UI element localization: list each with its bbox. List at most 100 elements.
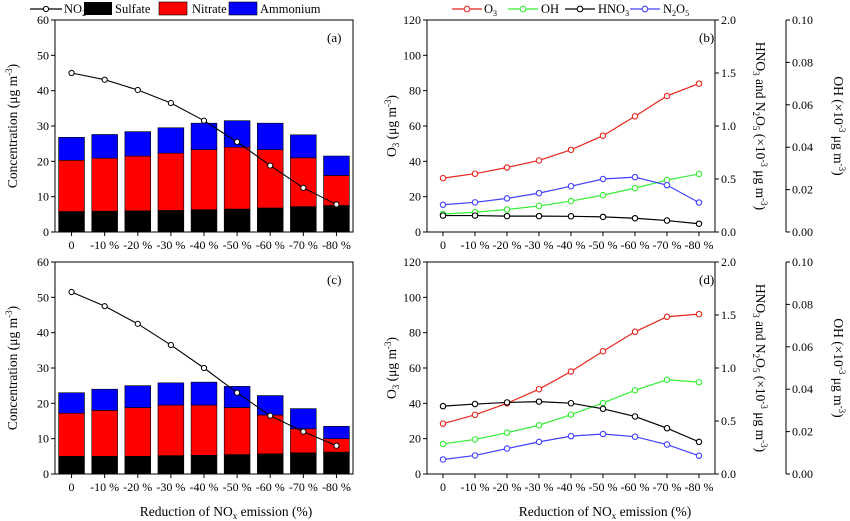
point-o3 (535, 157, 543, 164)
point-hno3 (631, 214, 639, 222)
bar-nitrate (124, 155, 151, 212)
point-no2 (300, 184, 307, 191)
y-tick-label: 60 (37, 255, 49, 269)
bar-nitrate (257, 414, 284, 455)
point-oh (535, 202, 543, 210)
y3-tick-label: 0.08 (792, 297, 813, 311)
bar-sulfate (124, 210, 151, 233)
bar-nitrate (58, 159, 85, 212)
y-tick-label: 30 (37, 119, 49, 133)
bar-ammonium (323, 155, 350, 176)
point-o3 (567, 368, 575, 375)
x-tick-label: -70 % (289, 480, 318, 494)
y-tick-label: 100 (403, 48, 421, 62)
point-no2 (300, 428, 307, 435)
bar-ammonium (257, 395, 284, 416)
point-hno3 (439, 212, 447, 219)
x-tick-label: -10 % (461, 480, 490, 494)
point-n2o5 (503, 445, 511, 452)
y-axis-label: O3 (μg m-3) (383, 95, 401, 157)
bar-nitrate (223, 146, 251, 210)
point-n2o5 (599, 175, 607, 183)
bar-ammonium (290, 134, 317, 159)
bar-ammonium (290, 408, 317, 430)
point-hno3 (471, 212, 479, 219)
y3-axis-label: OH (×10-3 μg m-3) (831, 318, 847, 417)
point-n2o5 (471, 199, 479, 206)
point-n2o5 (631, 173, 639, 181)
y2-tick-label: 0.0 (721, 467, 736, 481)
y-tick-label: 40 (409, 396, 421, 410)
point-no2 (167, 341, 174, 349)
bar-sulfate (91, 456, 118, 475)
bar-nitrate (157, 404, 185, 456)
panel-label: (a) (327, 30, 341, 45)
y-tick-label: 10 (37, 432, 49, 446)
legend-item-sulfate: Sulfate (84, 2, 151, 16)
x-tick-label: 0 (69, 480, 75, 494)
legend-label-no2: NO2 (64, 2, 86, 18)
point-oh (503, 206, 511, 213)
y-axis-label: Concentration (μg m-3) (4, 64, 20, 188)
bar-nitrate (157, 152, 185, 211)
x-tick-label: -30 % (525, 238, 554, 252)
bar-ammonium (58, 137, 85, 161)
y3-tick-label: 0.04 (792, 382, 813, 396)
y2-tick-label: 1.0 (721, 119, 736, 133)
bar-sulfate (157, 455, 185, 475)
y3-tick-label: 0.02 (792, 183, 813, 197)
bar-ammonium (257, 122, 284, 150)
legend-left: NO2 Sulfate Nitrate Ammonium (30, 1, 321, 18)
legend-label-hno3: HNO3 (598, 2, 629, 18)
point-o3 (599, 132, 607, 139)
x-tick-label: -70 % (653, 480, 682, 494)
bar-sulfate (323, 205, 350, 233)
point-oh (599, 191, 607, 199)
x-tick-label: -50 % (223, 238, 252, 252)
point-hno3 (631, 413, 639, 420)
bar-sulfate (124, 456, 151, 475)
y-tick-label: 40 (409, 154, 421, 168)
point-no2 (68, 69, 75, 77)
bar-sulfate (58, 456, 85, 475)
bar-ammonium (190, 381, 218, 406)
y3-tick-label: 0.06 (792, 98, 813, 112)
bar-ammonium (223, 386, 251, 408)
bar-nitrate (257, 149, 284, 209)
line-oh (442, 173, 700, 215)
point-no2 (200, 364, 208, 372)
bar-nitrate (91, 410, 118, 457)
point-hno3 (663, 217, 671, 224)
point-n2o5 (695, 199, 703, 206)
x-tick-label: -10 % (90, 480, 119, 494)
point-hno3 (503, 399, 511, 406)
x-tick-label: -50 % (223, 480, 252, 494)
y-tick-label: 10 (37, 190, 49, 204)
y-tick-label: 60 (409, 119, 421, 133)
x-tick-label: -60 % (256, 480, 285, 494)
bar-sulfate (223, 454, 251, 475)
y-tick-label: 0 (43, 225, 49, 239)
y-tick-label: 60 (37, 13, 49, 27)
point-o3 (439, 174, 447, 182)
point-oh (695, 170, 703, 178)
point-hno3 (663, 424, 671, 432)
point-no2 (234, 389, 241, 396)
bar-nitrate (58, 412, 85, 457)
panel-d: 0 -10 % -20 % -30 % -40 % -50 % -60 % -70 % -80 … (383, 255, 847, 494)
point-no2 (68, 288, 75, 296)
legend-label-o3: O3 (484, 2, 497, 18)
x-tick-label: 0 (69, 238, 75, 252)
y-tick-label: 60 (409, 361, 421, 375)
bar-sulfate (58, 211, 85, 233)
y-tick-label: 0 (415, 225, 421, 239)
y3-tick-label: 0.08 (792, 55, 813, 69)
legend-label-nitrate: Nitrate (192, 2, 227, 16)
x-tick-label: -10 % (461, 238, 490, 252)
x-axis-label-left: Reduction of NOx emission (%) (140, 504, 312, 521)
bar-nitrate (91, 157, 118, 212)
panel-b: 0 -10 % -20 % -30 % -40 % -50 % -60 % -70 % -80 … (383, 13, 847, 252)
point-o3 (535, 385, 543, 393)
point-hno3 (439, 402, 447, 410)
y-tick-label: 0 (415, 467, 421, 481)
